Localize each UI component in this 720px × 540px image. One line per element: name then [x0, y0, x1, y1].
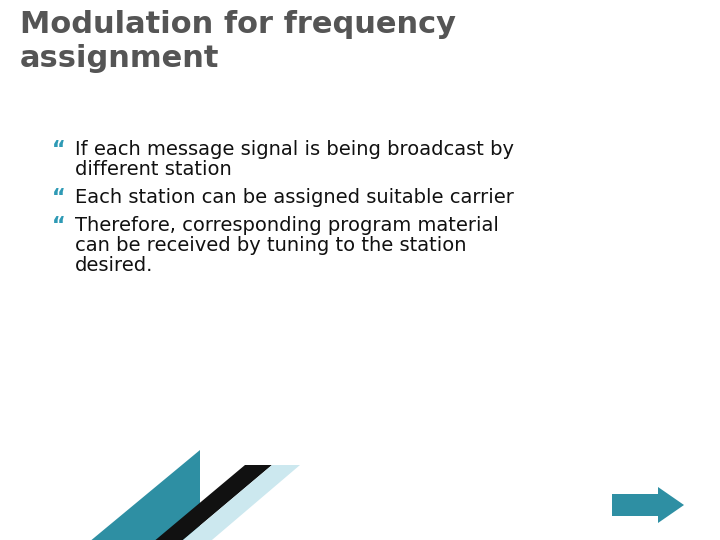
Text: “: “ [52, 188, 66, 208]
Polygon shape [60, 465, 272, 540]
Text: Therefore, corresponding program material: Therefore, corresponding program materia… [75, 216, 499, 235]
Polygon shape [88, 465, 300, 540]
Text: different station: different station [75, 160, 232, 179]
Text: If each message signal is being broadcast by: If each message signal is being broadcas… [75, 140, 514, 159]
Text: “: “ [52, 140, 66, 160]
Text: can be received by tuning to the station: can be received by tuning to the station [75, 236, 467, 255]
Text: desired.: desired. [75, 256, 153, 275]
Polygon shape [612, 487, 684, 523]
Text: “: “ [52, 216, 66, 236]
Text: Each station can be assigned suitable carrier: Each station can be assigned suitable ca… [75, 188, 514, 207]
Text: Modulation for frequency
assignment: Modulation for frequency assignment [20, 10, 456, 72]
Polygon shape [0, 450, 200, 540]
